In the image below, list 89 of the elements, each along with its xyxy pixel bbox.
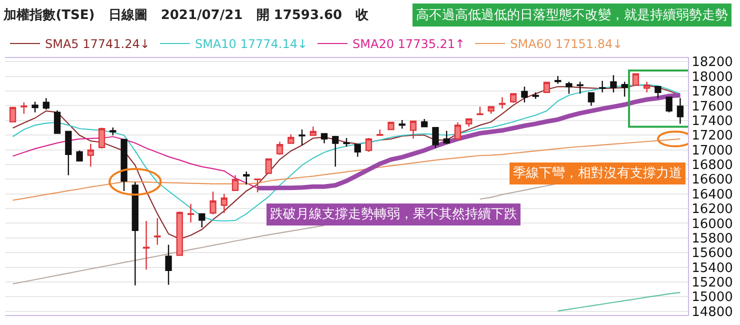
candlestick [488, 106, 494, 114]
candlestick [599, 80, 606, 93]
candlestick [466, 118, 472, 128]
line-series [557, 292, 681, 312]
candlestick [354, 144, 361, 158]
candlestick [376, 128, 384, 136]
legend-label: SMA5 17741.24↓ [45, 37, 150, 52]
candlestick [254, 178, 261, 193]
candlestick [98, 127, 106, 149]
y-tick-label: 18200 [692, 55, 733, 70]
y-tick-label: 17800 [692, 84, 733, 100]
candlestick [454, 122, 462, 140]
candlestick [265, 158, 272, 175]
y-tick-label: 16800 [692, 158, 733, 174]
candlestick [243, 170, 250, 186]
candlestick [632, 72, 640, 86]
line-series [12, 136, 258, 189]
chart-title: 加權指數(TSE) 日線圖 2021/07/21 開 17593.60 收 [2, 8, 370, 24]
candlestick [176, 210, 183, 256]
candlestick [154, 218, 161, 246]
candlestick [87, 143, 94, 168]
annotation: 季線下彎，相對沒有支撐力道 [513, 166, 682, 181]
candlestick [20, 102, 28, 114]
y-tick-label: 18000 [692, 70, 733, 85]
candlestick [398, 119, 406, 130]
candlestick [332, 135, 339, 168]
candlestick [621, 81, 628, 98]
candlestick [644, 81, 650, 93]
candlestick [9, 106, 16, 122]
candlestick [42, 97, 50, 110]
y-tick-label: 17000 [692, 143, 733, 158]
annotation: 跌破月線支撐走勢轉弱，果不其然持續下跌 [270, 207, 517, 222]
candlestick [288, 134, 294, 145]
candlestick [210, 190, 216, 215]
candlestick [120, 138, 128, 192]
candlestick [676, 97, 684, 124]
candlestick [410, 120, 417, 140]
y-tick-label: 15400 [692, 260, 733, 276]
candlestick [110, 126, 116, 136]
y-tick-label: 17200 [692, 128, 733, 144]
candlestick [498, 96, 506, 110]
legend-label: SMA10 17774.14↓ [194, 37, 308, 52]
legend-label: SMA60 17151.84↓ [510, 37, 623, 52]
candlestick [566, 81, 572, 94]
candlestick [76, 150, 83, 162]
candlestick [576, 81, 584, 94]
y-tick-label: 16400 [692, 187, 733, 202]
legend-label: SMA20 17735.21↑ [352, 37, 466, 52]
candlestick [666, 96, 672, 113]
y-tick-label: 16600 [692, 172, 733, 188]
candlestick [421, 118, 428, 128]
candlestick [298, 128, 306, 146]
y-tick-label: 15800 [692, 231, 733, 246]
candlestick [54, 110, 61, 134]
candlestick [432, 126, 439, 149]
candlestick [32, 101, 38, 113]
candlestick [343, 137, 350, 148]
candlestick [142, 220, 150, 270]
y-tick-label: 17600 [692, 99, 733, 114]
y-tick-label: 14800 [692, 304, 733, 320]
candlestick [165, 244, 172, 286]
candlestick [320, 133, 328, 144]
y-tick-label: 17400 [692, 114, 733, 129]
candlestick [276, 141, 284, 156]
candlestick [132, 181, 138, 286]
candlestick [521, 86, 528, 103]
y-tick-label: 15600 [692, 246, 733, 262]
y-tick-label: 15200 [692, 276, 733, 291]
candlestick [232, 174, 239, 192]
candlestick [388, 121, 394, 131]
candlestick [588, 92, 595, 106]
candlestick [554, 75, 562, 84]
candlestick [220, 193, 228, 214]
candlestick [543, 81, 550, 94]
text: 高不過高低過低的日落型態不改變，就是持續弱勢走勢 [416, 7, 728, 23]
candlestick [510, 92, 517, 104]
y-tick-label: 15000 [692, 290, 733, 306]
candlestick [476, 106, 484, 116]
candlestick [654, 86, 662, 99]
candlestick [187, 203, 194, 224]
y-tick-label: 16000 [692, 216, 733, 232]
candlestick [365, 137, 372, 152]
candlestick [65, 130, 72, 176]
candlestick [198, 213, 206, 228]
candlestick [532, 92, 539, 100]
candlestick [610, 74, 617, 93]
candlestick [310, 126, 316, 136]
candlestick [443, 130, 450, 145]
y-tick-label: 16200 [692, 202, 733, 218]
